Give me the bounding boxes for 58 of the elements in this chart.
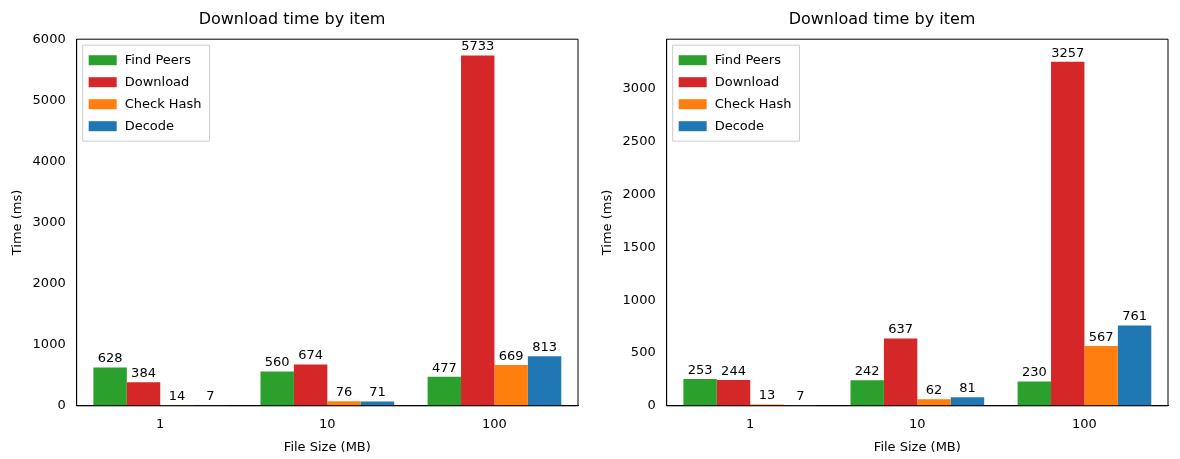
data-label: 637	[888, 321, 914, 337]
data-label: 384	[131, 365, 156, 381]
data-label: 253	[687, 361, 713, 377]
x-tick-label: 1	[156, 415, 165, 431]
data-label: 76	[335, 384, 353, 400]
data-label: 628	[97, 350, 123, 366]
data-label: 71	[369, 384, 386, 400]
data-label: 567	[1088, 328, 1114, 344]
legend-label: Check Hash	[124, 95, 202, 111]
y-tick-label: 4000	[32, 152, 66, 168]
x-tick-label: 100	[482, 415, 507, 431]
data-label: 7	[796, 387, 805, 403]
data-label: 244	[721, 362, 746, 378]
chart-title: Download time by item	[788, 8, 976, 28]
x-axis-title: File Size (MB)	[283, 438, 371, 454]
legend-label: Find Peers	[714, 51, 782, 67]
legend-label: Download	[714, 73, 780, 89]
y-tick-label: 5000	[32, 91, 66, 107]
data-label: 477	[431, 359, 457, 375]
y-tick-label: 2000	[32, 274, 66, 290]
data-label: 242	[854, 363, 880, 379]
legend-label: Download	[124, 73, 190, 89]
data-label: 560	[264, 354, 290, 370]
y-tick-label: 3000	[622, 80, 656, 96]
data-label: 3257	[1051, 44, 1085, 60]
x-tick-label: 10	[319, 415, 336, 431]
y-axis-title: Time (ms)	[599, 189, 615, 257]
data-label: 81	[959, 380, 976, 396]
data-label: 14	[168, 387, 186, 403]
legend-label: Decode	[124, 117, 175, 133]
y-tick-label: 1500	[622, 238, 656, 254]
legend-label: Find Peers	[124, 51, 192, 67]
legend-label: Decode	[714, 117, 765, 133]
y-tick-label: 3000	[32, 213, 66, 229]
y-tick-label: 1000	[32, 336, 66, 352]
x-tick-label: 1	[746, 415, 755, 431]
y-tick-label: 500	[630, 344, 656, 360]
y-tick-label: 1000	[622, 291, 656, 307]
y-tick-label: 2500	[622, 133, 656, 149]
chart-title: Download time by item	[198, 8, 386, 28]
x-tick-label: 100	[1072, 415, 1097, 431]
data-label: 674	[298, 347, 324, 363]
x-tick-label: 10	[909, 415, 926, 431]
y-tick-label: 2000	[622, 185, 656, 201]
data-label: 5733	[461, 38, 495, 54]
y-tick-label: 0	[647, 397, 656, 413]
y-axis-title: Time (ms)	[9, 189, 25, 257]
data-label: 230	[1021, 364, 1047, 380]
data-label: 13	[758, 387, 776, 403]
data-label: 761	[1122, 308, 1147, 324]
data-label: 813	[532, 339, 557, 354]
data-label: 7	[206, 388, 215, 404]
data-label: 669	[498, 347, 524, 363]
y-tick-label: 0	[57, 397, 66, 413]
y-tick-label: 6000	[32, 30, 66, 46]
x-axis-title: File Size (MB)	[873, 438, 961, 454]
data-label: 62	[925, 382, 943, 398]
legend-label: Check Hash	[714, 95, 792, 111]
